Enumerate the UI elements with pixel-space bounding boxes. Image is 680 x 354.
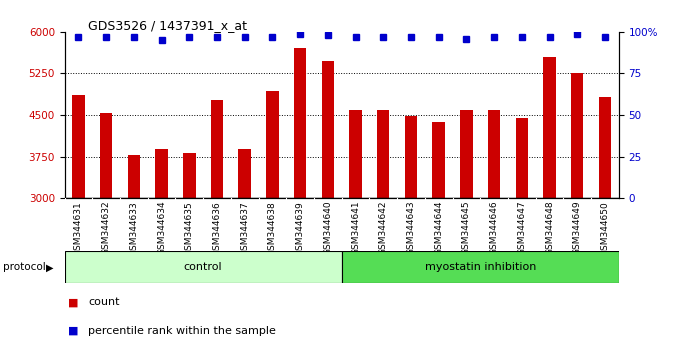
Bar [460,110,473,198]
Bar [294,48,307,198]
Text: GSM344648: GSM344648 [545,201,554,256]
Text: GSM344646: GSM344646 [490,201,498,256]
Text: GDS3526 / 1437391_x_at: GDS3526 / 1437391_x_at [88,19,248,33]
Bar [155,149,168,198]
Text: GSM344634: GSM344634 [157,201,166,256]
Text: GSM344642: GSM344642 [379,201,388,255]
Text: percentile rank within the sample: percentile rank within the sample [88,326,276,336]
Text: control: control [184,262,222,272]
Text: protocol: protocol [3,262,46,272]
Text: GSM344645: GSM344645 [462,201,471,256]
Bar [543,57,556,198]
Text: GSM344638: GSM344638 [268,201,277,256]
Bar [128,155,140,198]
Text: GSM344633: GSM344633 [129,201,138,256]
Text: GSM344647: GSM344647 [517,201,526,256]
Bar [432,122,445,198]
Bar [183,153,196,198]
Bar [571,73,583,198]
Text: GSM344640: GSM344640 [324,201,333,256]
Text: GSM344650: GSM344650 [600,201,609,256]
Bar [405,116,418,198]
Text: GSM344639: GSM344639 [296,201,305,256]
Text: GSM344641: GSM344641 [351,201,360,256]
Bar [598,97,611,198]
Bar [266,91,279,198]
Text: GSM344635: GSM344635 [185,201,194,256]
Text: count: count [88,297,120,307]
Text: GSM344643: GSM344643 [407,201,415,256]
Bar [350,109,362,198]
Text: GSM344632: GSM344632 [102,201,111,256]
Bar [72,95,85,198]
Bar [211,100,223,198]
Text: ▶: ▶ [46,262,54,272]
Text: ■: ■ [68,326,78,336]
Bar [322,61,334,198]
Bar [515,118,528,198]
Bar [377,110,390,198]
Text: myostatin inhibition: myostatin inhibition [424,262,536,272]
Text: GSM344649: GSM344649 [573,201,581,256]
Text: GSM344631: GSM344631 [74,201,83,256]
Bar [488,110,500,198]
Text: GSM344636: GSM344636 [213,201,222,256]
Bar [239,149,251,198]
Bar [100,113,112,198]
Text: GSM344644: GSM344644 [435,201,443,255]
Text: GSM344637: GSM344637 [240,201,249,256]
Text: ■: ■ [68,297,78,307]
Bar [342,251,619,283]
Bar [65,251,342,283]
